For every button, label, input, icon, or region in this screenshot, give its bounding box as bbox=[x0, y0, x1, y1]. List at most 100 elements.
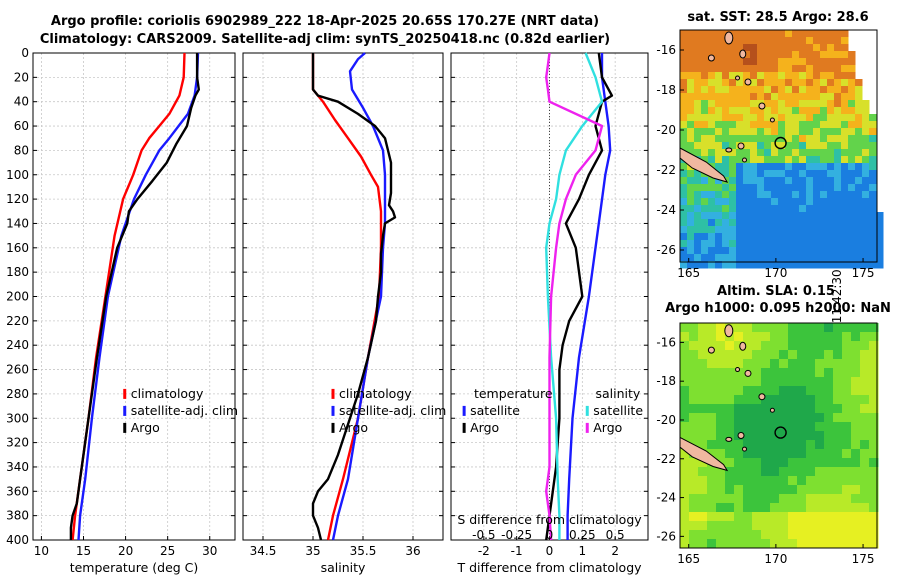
map-cell bbox=[842, 485, 852, 495]
map-cell bbox=[841, 149, 849, 157]
map-cell bbox=[834, 261, 842, 269]
map-cell bbox=[785, 79, 793, 87]
map-cell bbox=[736, 114, 744, 122]
map-cell bbox=[785, 212, 793, 220]
map-cell bbox=[715, 219, 723, 227]
map-cell bbox=[833, 404, 843, 414]
map-cell bbox=[792, 198, 800, 206]
map-cell bbox=[806, 37, 814, 45]
map-cell bbox=[788, 539, 798, 549]
map-cell bbox=[707, 503, 717, 513]
map-cell bbox=[708, 86, 716, 94]
map-cell bbox=[716, 332, 726, 342]
map-cell bbox=[757, 191, 765, 199]
map-cell bbox=[820, 240, 828, 248]
map-cell bbox=[701, 135, 709, 143]
map-cell bbox=[708, 37, 716, 45]
map-cell bbox=[834, 30, 842, 38]
map-cell bbox=[806, 539, 816, 549]
map-cell bbox=[806, 467, 816, 477]
map-cell bbox=[761, 350, 771, 360]
map-cell bbox=[725, 431, 735, 441]
map-cell bbox=[806, 93, 814, 101]
map-cell bbox=[750, 142, 758, 150]
map-cell bbox=[855, 247, 863, 255]
map-cell bbox=[869, 156, 877, 164]
map-cell bbox=[806, 341, 816, 351]
map-cell bbox=[680, 254, 688, 262]
map-cell bbox=[750, 226, 758, 234]
map-cell bbox=[785, 247, 793, 255]
map-cell bbox=[743, 485, 753, 495]
map-cell bbox=[734, 521, 744, 531]
figure-title-line1: Argo profile: coriolis 6902989_222 18-Ap… bbox=[50, 14, 600, 29]
map-cell bbox=[869, 219, 877, 227]
map-cell bbox=[848, 72, 856, 80]
map-cell bbox=[722, 58, 730, 66]
map-cell bbox=[708, 72, 716, 80]
map-cell bbox=[694, 184, 702, 192]
map-cell bbox=[855, 156, 863, 164]
map-cell bbox=[851, 539, 861, 549]
map-cell bbox=[725, 494, 735, 504]
map-cell bbox=[698, 503, 708, 513]
map-cell bbox=[694, 177, 702, 185]
map-cell bbox=[788, 359, 798, 369]
map-cell bbox=[764, 247, 772, 255]
map-cell bbox=[680, 521, 690, 531]
map-cell bbox=[770, 521, 780, 531]
map-cell bbox=[869, 458, 879, 468]
map-cell bbox=[806, 494, 816, 504]
map-cell bbox=[729, 65, 737, 73]
map-cell bbox=[716, 368, 726, 378]
map-cell bbox=[716, 521, 726, 531]
map-cell bbox=[725, 422, 735, 432]
map-cell bbox=[680, 247, 688, 255]
island-land bbox=[735, 75, 741, 81]
map-cell bbox=[833, 422, 843, 432]
map-cell bbox=[729, 135, 737, 143]
map-cell bbox=[815, 323, 825, 333]
map-cell bbox=[778, 86, 786, 94]
map-cell bbox=[694, 191, 702, 199]
map-cell bbox=[806, 184, 814, 192]
map-cell bbox=[842, 512, 852, 522]
y-tick-label: 380 bbox=[6, 509, 29, 523]
map-cell bbox=[757, 142, 765, 150]
map-cell bbox=[806, 100, 814, 108]
map-cell bbox=[771, 65, 779, 73]
map-cell bbox=[851, 458, 861, 468]
map-cell bbox=[813, 191, 821, 199]
map-cell bbox=[729, 261, 737, 269]
map-cell bbox=[752, 359, 762, 369]
map-cell bbox=[851, 503, 861, 513]
map-cell bbox=[820, 44, 828, 52]
map-cell bbox=[743, 422, 753, 432]
map-cell bbox=[680, 163, 688, 171]
map-cell bbox=[764, 156, 772, 164]
map-cell bbox=[687, 247, 695, 255]
map-cell bbox=[855, 163, 863, 171]
map-cell bbox=[841, 72, 849, 80]
map-cell bbox=[778, 170, 786, 178]
map-cell bbox=[771, 212, 779, 220]
map-cell bbox=[815, 512, 825, 522]
map-cell bbox=[707, 494, 717, 504]
map-cell bbox=[815, 377, 825, 387]
map-cell bbox=[862, 163, 870, 171]
map-cell bbox=[799, 79, 807, 87]
map-cell bbox=[834, 37, 842, 45]
map-cell bbox=[752, 404, 762, 414]
map-cell bbox=[752, 341, 762, 351]
map-cell bbox=[799, 107, 807, 115]
map-cell bbox=[734, 530, 744, 540]
map-cell bbox=[813, 51, 821, 59]
map-cell bbox=[788, 377, 798, 387]
map-cell bbox=[698, 377, 708, 387]
map-cell bbox=[750, 128, 758, 136]
map-cell bbox=[701, 261, 709, 269]
map-cell bbox=[841, 177, 849, 185]
map-cell bbox=[799, 86, 807, 94]
map-cell bbox=[799, 163, 807, 171]
map-cell bbox=[841, 142, 849, 150]
